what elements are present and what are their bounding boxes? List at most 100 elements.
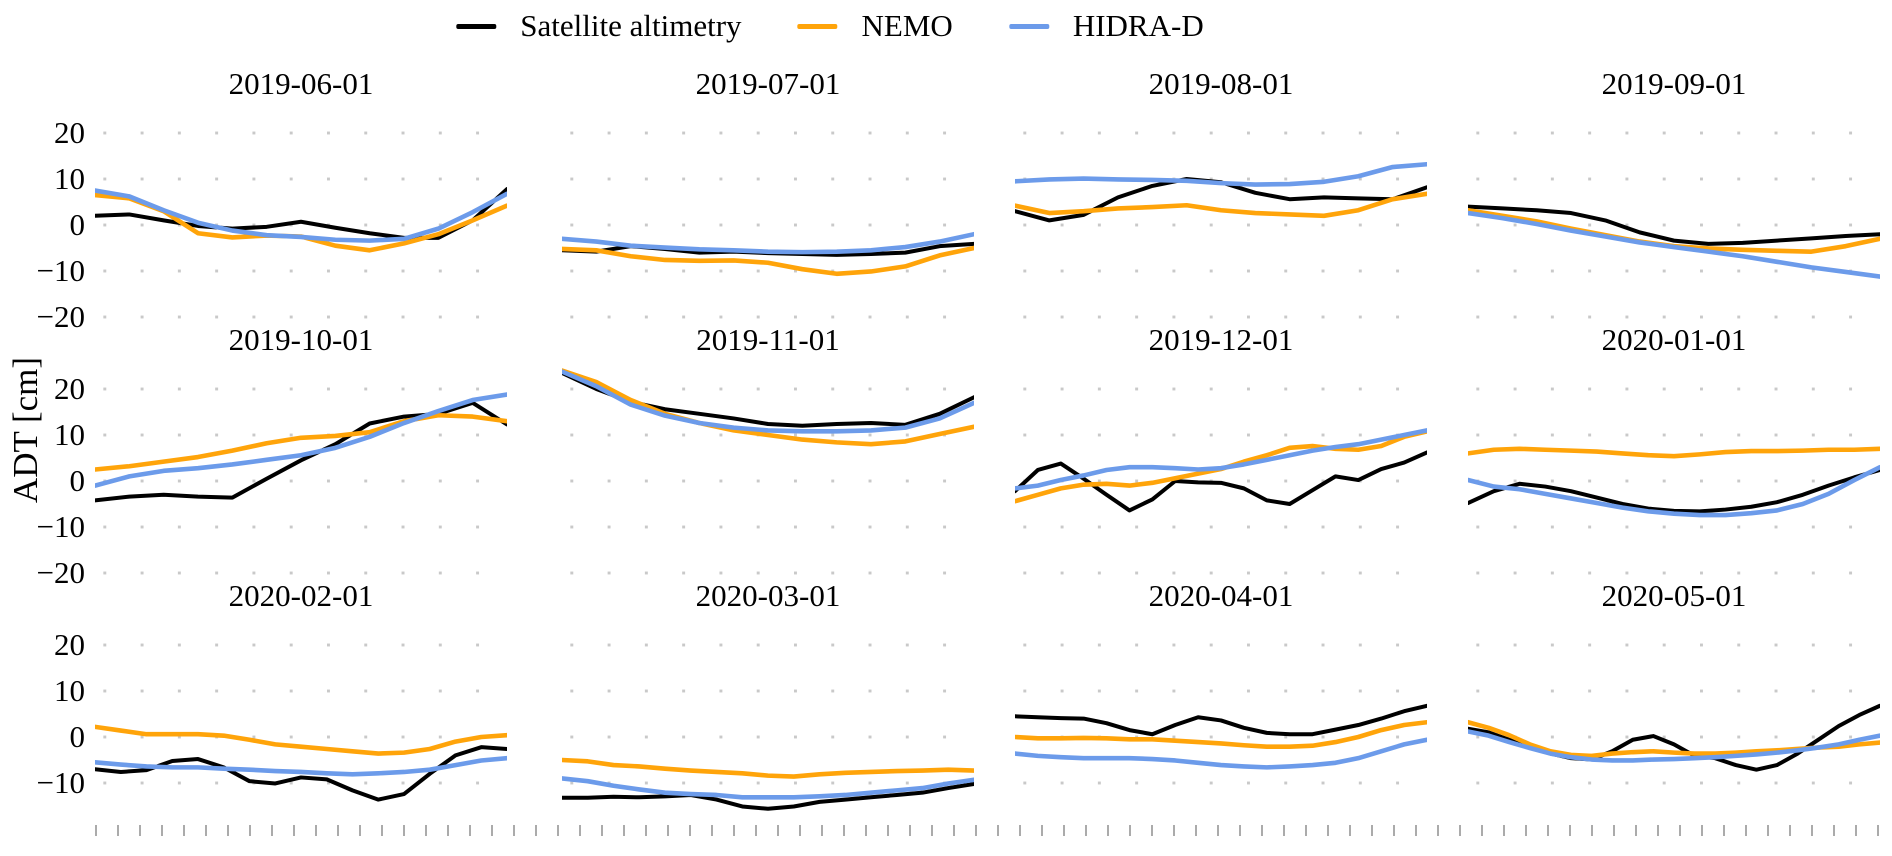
gridline-dot [289, 387, 293, 391]
gridline-dot [103, 269, 107, 273]
gridline-dot [831, 131, 835, 135]
gridline-dot [252, 735, 256, 739]
gridline-dot [252, 177, 256, 181]
gridline-dot [1396, 689, 1400, 693]
gridline-dot [326, 269, 330, 273]
nemo-line [1015, 722, 1427, 746]
subplot-title: 2019-07-01 [695, 66, 841, 101]
gridline-dot [1625, 131, 1629, 135]
gridline-dot [476, 479, 480, 483]
gridline-dot [140, 269, 144, 273]
gridline-dot [1246, 643, 1250, 647]
subplot-title: 2020-01-01 [1601, 322, 1747, 357]
gridline-dot [1588, 525, 1592, 529]
gridline-dot [326, 643, 330, 647]
gridline-dot [1476, 387, 1480, 391]
gridline-dot [177, 315, 181, 319]
gridline-dot [1135, 433, 1139, 437]
gridline-dot [943, 525, 947, 529]
gridline-dot [1135, 643, 1139, 647]
gridline-dot [793, 571, 797, 575]
gridline-dot [438, 177, 442, 181]
gridline-dot [1396, 387, 1400, 391]
gridline-dot [1625, 781, 1629, 785]
gridline-dot [719, 177, 723, 181]
gridline-dot [905, 269, 909, 273]
gridline-dot [1588, 571, 1592, 575]
y-tick-label: 0 [69, 207, 86, 242]
gridline-dot [719, 269, 723, 273]
gridline-dot [215, 433, 219, 437]
gridline-dot [1172, 571, 1176, 575]
gridline-dot [1246, 269, 1250, 273]
y-tick-label: 0 [69, 719, 86, 754]
satellite-line [1468, 207, 1880, 244]
subplot-title: 2019-09-01 [1601, 66, 1747, 101]
gridline-dot [1060, 781, 1064, 785]
gridline-dot [1097, 479, 1101, 483]
gridline-dot [1321, 433, 1325, 437]
gridline-dot [1550, 735, 1554, 739]
subplot-plot-area [1468, 387, 1880, 575]
hidra-line [1015, 740, 1427, 768]
gridline-dot [719, 315, 723, 319]
satellite-line [1015, 706, 1427, 734]
gridline-dot [1476, 525, 1480, 529]
gridline-dot [1476, 269, 1480, 273]
gridline-dot [793, 689, 797, 693]
gridline-dot [1588, 315, 1592, 319]
gridline-dot [570, 643, 574, 647]
gridline-dot [868, 643, 872, 647]
gridline-dot [1737, 315, 1741, 319]
gridline-dot [1737, 525, 1741, 529]
hidra-line [1015, 164, 1427, 184]
gridline-dot [1097, 525, 1101, 529]
gridline-dot [1737, 177, 1741, 181]
gridline-dot [1396, 479, 1400, 483]
gridline-dot [719, 781, 723, 785]
gridline-dot [252, 689, 256, 693]
gridline-dot [1060, 387, 1064, 391]
gridline-dot [1209, 315, 1213, 319]
gridline-dot [364, 177, 368, 181]
gridline-dot [1321, 781, 1325, 785]
gridline-dot [252, 387, 256, 391]
gridline-dot [103, 781, 107, 785]
gridline-dot [476, 269, 480, 273]
gridline-dot [644, 177, 648, 181]
gridline-dot [1209, 525, 1213, 529]
gridline-dot [682, 479, 686, 483]
gridline-dot [1662, 571, 1666, 575]
gridline-dot [1023, 571, 1027, 575]
gridline-dot [1662, 269, 1666, 273]
gridline-dot [905, 781, 909, 785]
gridline-dot [1699, 479, 1703, 483]
gridline-dot [1321, 269, 1325, 273]
gridline-dot [1284, 223, 1288, 227]
gridline-dot [905, 387, 909, 391]
gridline-dot [1476, 781, 1480, 785]
y-tick-label: 20 [54, 627, 85, 662]
subplot-title: 2020-03-01 [695, 578, 841, 613]
gridline-dot [1625, 269, 1629, 273]
gridline-dot [1060, 269, 1064, 273]
gridline-dot [1550, 689, 1554, 693]
gridline-dot [1737, 131, 1741, 135]
gridline-dot [1172, 315, 1176, 319]
gridline-dot [682, 689, 686, 693]
hidra-line [95, 191, 507, 241]
gridline-dot [1135, 131, 1139, 135]
gridline-dot [289, 735, 293, 739]
gridline-dot [1284, 387, 1288, 391]
gridline-dot [1135, 223, 1139, 227]
gridline-dot [1023, 315, 1027, 319]
gridline-dot [1737, 781, 1741, 785]
gridline-dot [476, 315, 480, 319]
gridline-dot [1321, 643, 1325, 647]
gridline-dot [756, 387, 760, 391]
gridline-dot [831, 571, 835, 575]
gridline-dot [793, 643, 797, 647]
gridline-dot [1811, 315, 1815, 319]
gridline-dot [793, 223, 797, 227]
gridline-dot [1060, 643, 1064, 647]
